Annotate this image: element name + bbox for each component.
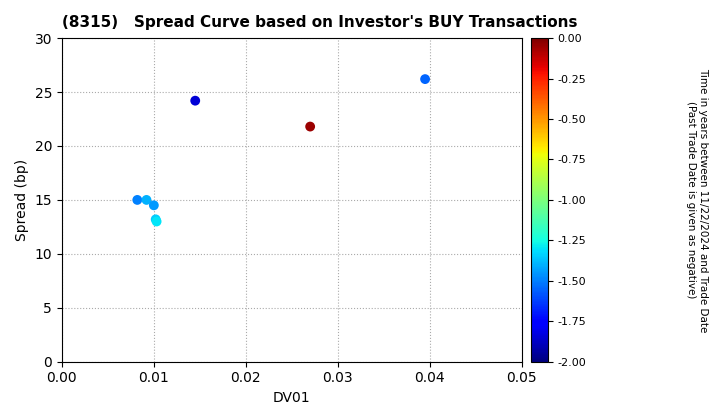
Point — [150, 216, 161, 223]
X-axis label: DV01: DV01 — [273, 391, 310, 405]
Point — [140, 197, 152, 203]
Point — [151, 218, 163, 225]
Y-axis label: Time in years between 11/22/2024 and Trade Date
(Past Trade Date is given as neg: Time in years between 11/22/2024 and Tra… — [686, 68, 708, 332]
Text: (8315)   Spread Curve based on Investor's BUY Transactions: (8315) Spread Curve based on Investor's … — [62, 15, 577, 30]
Y-axis label: Spread (bp): Spread (bp) — [15, 159, 29, 241]
Point — [132, 197, 143, 203]
Point — [419, 76, 431, 82]
Point — [148, 202, 160, 209]
Point — [305, 123, 316, 130]
Point — [189, 97, 201, 104]
